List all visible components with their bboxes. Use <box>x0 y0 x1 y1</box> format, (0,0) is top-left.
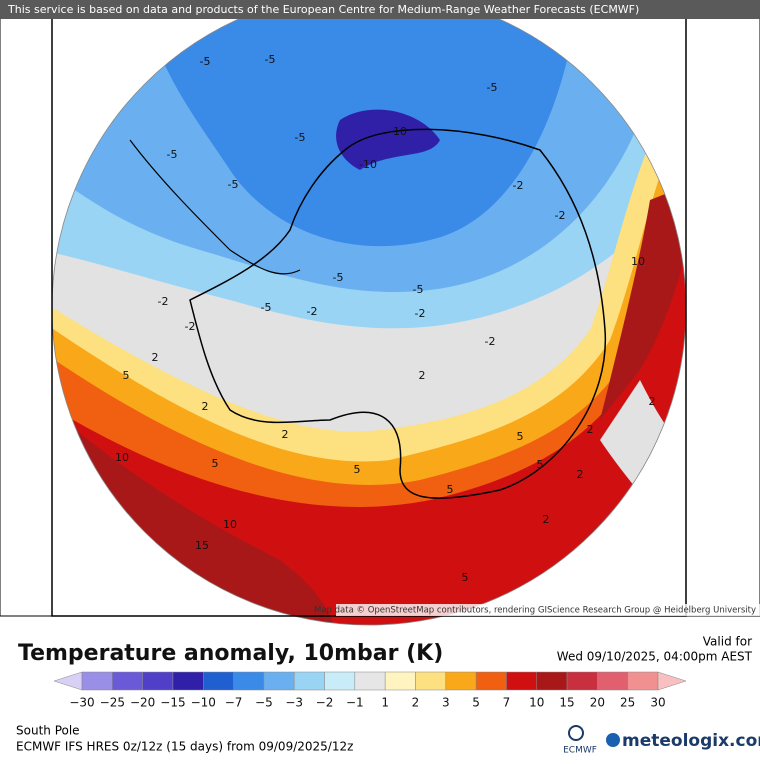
colorbar-swatch <box>536 671 568 691</box>
ecmwf-logo: ECMWF <box>563 746 597 756</box>
contour-label: -2 <box>513 179 524 192</box>
colorbar-end <box>53 671 83 691</box>
contour-label: -2 <box>415 307 426 320</box>
valid-time: Wed 09/10/2025, 04:00pm AEST <box>557 650 753 664</box>
colorbar-label: −15 <box>160 696 185 710</box>
colorbar-swatch <box>324 671 356 691</box>
contour-label: -5 <box>261 301 272 314</box>
contour-label: 5 <box>517 430 524 443</box>
colorbar-swatch <box>293 671 325 691</box>
valid-label: Valid for <box>703 635 752 649</box>
map-disk <box>52 0 686 625</box>
contour-label: 15 <box>195 539 209 552</box>
colorbar-label: −30 <box>69 696 94 710</box>
contour-label: -2 <box>185 320 196 333</box>
colorbar-label: 15 <box>559 696 574 710</box>
colorbar-label: −2 <box>316 696 334 710</box>
colorbar-label: 30 <box>650 696 665 710</box>
contour-label: 2 <box>152 351 159 364</box>
colorbar-swatch <box>475 671 507 691</box>
colorbar-label: 3 <box>442 696 450 710</box>
colorbar-label: −25 <box>100 696 125 710</box>
colorbar-label: 20 <box>590 696 605 710</box>
contour-label: -5 <box>228 178 239 191</box>
colorbar-swatch <box>506 671 537 691</box>
colorbar-label: −3 <box>285 696 303 710</box>
model-run: ECMWF IFS HRES 0z/12z (15 days) from 09/… <box>16 740 353 754</box>
contour-label: -2 <box>485 335 496 348</box>
contour-label: 2 <box>202 400 209 413</box>
contour-label: 2 <box>543 513 550 526</box>
colorbar-label: −5 <box>255 696 273 710</box>
brand: meteologix.com <box>622 731 760 751</box>
contour-label: -5 <box>295 131 306 144</box>
colorbar-swatch <box>627 671 659 691</box>
colorbar-swatch <box>112 671 143 691</box>
contour-label: 2 <box>419 369 426 382</box>
colorbar-swatch <box>172 671 204 691</box>
contour-label: 5 <box>462 571 469 584</box>
colorbar-swatch <box>203 671 234 691</box>
title: Temperature anomaly, 10mbar (K) <box>18 641 443 666</box>
brand-icon <box>606 733 620 747</box>
banner: This service is based on data and produc… <box>7 3 639 16</box>
contour-label: 2 <box>577 468 584 481</box>
contour-label: -2 <box>555 209 566 222</box>
colorbar-swatch <box>384 671 416 691</box>
colorbar-label: −10 <box>191 696 216 710</box>
contour-label: -2 <box>307 305 318 318</box>
colorbar-label: −7 <box>225 696 243 710</box>
attribution-bg <box>336 604 760 616</box>
attribution: Map data © OpenStreetMap contributors, r… <box>314 606 756 616</box>
contour-label: 5 <box>123 369 130 382</box>
contour-label: 5 <box>354 463 361 476</box>
colorbar-label: 10 <box>529 696 544 710</box>
colorbar-end <box>657 671 687 691</box>
ecmwf-icon <box>568 725 584 741</box>
colorbar: −30 −25 −20 −15 −10 −7 −5 −3 −2 −1 1 2 3 5 7 10 15 20 25 30 <box>53 671 687 710</box>
colorbar-label: 25 <box>620 696 635 710</box>
colorbar-label: 5 <box>472 696 480 710</box>
colorbar-swatch <box>233 671 265 691</box>
colorbar-swatch <box>81 671 113 691</box>
colorbar-label: 1 <box>381 696 389 710</box>
colorbar-swatch <box>415 671 447 691</box>
contour-label: 5 <box>212 457 219 470</box>
contour-label: 10 <box>115 451 129 464</box>
colorbar-swatch <box>566 671 598 691</box>
contour-label: -5 <box>265 53 276 66</box>
banner-bg <box>0 0 760 19</box>
contour-label: 2 <box>587 423 594 436</box>
contour-label: 10 <box>223 518 237 531</box>
contour-label: 5 <box>537 458 544 471</box>
colorbar-label: −1 <box>346 696 364 710</box>
region: South Pole <box>16 724 80 738</box>
colorbar-swatch <box>445 671 477 691</box>
colorbar-swatch <box>354 671 386 691</box>
contour-label: 2 <box>282 428 289 441</box>
colorbar-swatch <box>597 671 628 691</box>
contour-label: -5 <box>413 283 424 296</box>
contour-label: -5 <box>200 55 211 68</box>
contour-label: 2 <box>649 395 656 408</box>
contour-label: 10 <box>631 255 645 268</box>
contour-labels: -5 -5 -5 -5 -5 -10 -10 -5 -2 -5 -5 -5 -2 -2 -2 -2 -2 -2 2 2… <box>115 53 656 584</box>
colorbar-label: 2 <box>412 696 420 710</box>
contour-label: -2 <box>158 295 169 308</box>
colorbar-swatch <box>263 671 295 691</box>
contour-label: -5 <box>333 271 344 284</box>
contour-label: -10 <box>389 125 407 138</box>
colorbar-swatch <box>142 671 174 691</box>
contour-label: -10 <box>359 158 377 171</box>
colorbar-label: 7 <box>503 696 511 710</box>
colorbar-label: −20 <box>130 696 155 710</box>
contour-label: -5 <box>167 148 178 161</box>
contour-label: 5 <box>447 483 454 496</box>
contour-label: -5 <box>487 81 498 94</box>
